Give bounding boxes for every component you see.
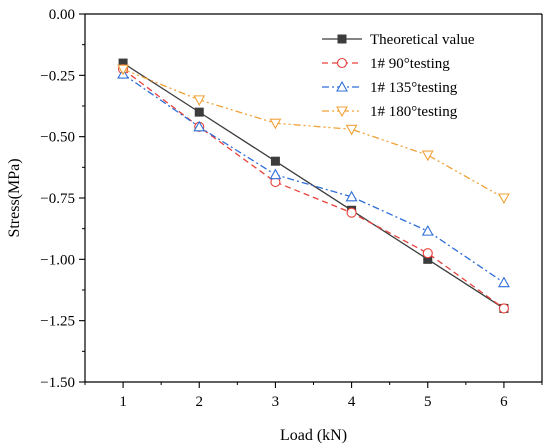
y-tick-label: −0.25 <box>40 68 75 84</box>
y-tick-label: −0.75 <box>40 191 75 207</box>
x-tick-label: 6 <box>500 394 508 410</box>
series-line-2 <box>122 68 505 309</box>
legend-entry-4: 1# 180°testing <box>370 104 458 120</box>
series-3-point <box>193 120 206 132</box>
x-tick-label: 1 <box>119 394 127 410</box>
plot-layer: 1 2 3 4 5 6 0.00 −0.25 −0.50 −0.75 −1.00 −1.25 −1.50 <box>40 7 543 410</box>
series-3-point <box>345 190 358 202</box>
x-tick-label: 4 <box>348 394 356 410</box>
legend: Theoretical value 1# 90°testing 1# 135°tes… <box>322 32 475 120</box>
legend-marker-1 <box>337 34 347 44</box>
y-tick-label: −1.25 <box>40 314 75 330</box>
x-tick-label: 3 <box>272 394 280 410</box>
series-4-point <box>269 118 282 130</box>
series-1-point <box>270 156 280 166</box>
y-tick-label: −1.00 <box>40 252 75 268</box>
legend-marker-2 <box>336 57 348 69</box>
y-axis-label: Stress(MPa) <box>6 158 23 237</box>
series-4-point <box>421 150 434 162</box>
legend-entry-3: 1# 135°testing <box>370 80 458 96</box>
series-1-point <box>423 254 433 264</box>
series-line-1 <box>122 62 505 309</box>
legend-marker-3 <box>336 80 348 92</box>
series-4-point <box>345 124 358 136</box>
legend-marker-4 <box>336 106 348 118</box>
y-tick-label: −1.50 <box>40 375 75 391</box>
series-line-3 <box>122 73 505 284</box>
series-1-point <box>118 58 128 68</box>
series-3-point <box>269 168 282 180</box>
series-1-point <box>194 107 204 117</box>
series-4-point <box>117 64 130 76</box>
x-axis-label: Load (kN) <box>280 427 347 444</box>
series-4-point <box>193 95 206 106</box>
legend-entry-2: 1# 90°testing <box>370 56 450 72</box>
x-tick-label: 5 <box>424 394 432 410</box>
y-tick-label: −0.50 <box>40 130 75 146</box>
series-3-point <box>497 276 510 288</box>
series-3-point <box>421 224 434 236</box>
legend-entry-1: Theoretical value <box>370 32 475 48</box>
x-tick-label: 2 <box>196 394 204 410</box>
series-2-point <box>346 207 357 218</box>
series-2-point <box>498 303 509 314</box>
y-tick-label: 0.00 <box>49 7 75 23</box>
series-2-point <box>422 248 433 259</box>
series-4-point <box>497 193 510 205</box>
